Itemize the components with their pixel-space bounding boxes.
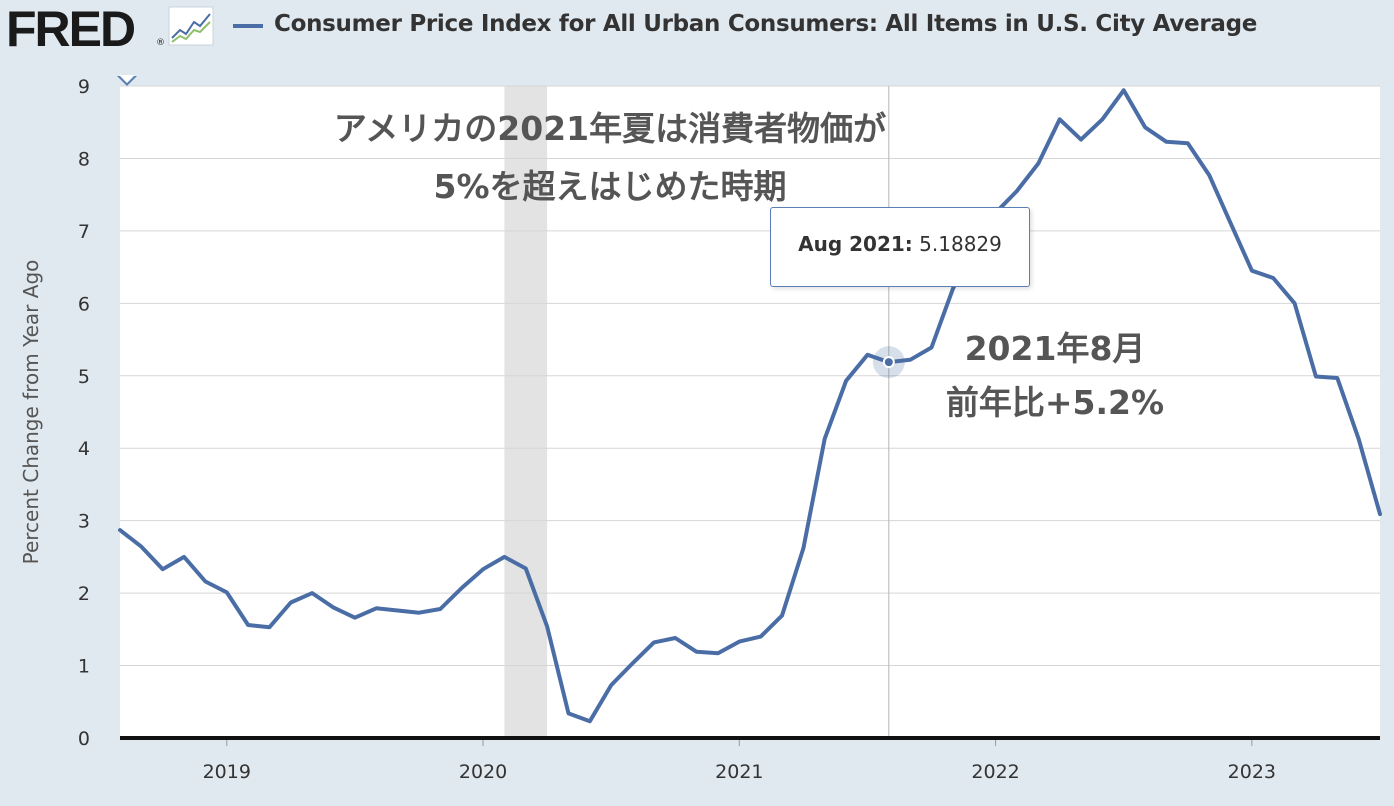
y-axis-label: Percent Change from Year Ago bbox=[19, 260, 43, 565]
chart-title[interactable]: Consumer Price Index for All Urban Consu… bbox=[274, 11, 1258, 37]
tooltip-text: Aug 2021: 5.18829 bbox=[771, 232, 1029, 256]
y-tick-label: 4 bbox=[78, 438, 90, 460]
y-tick-label: 1 bbox=[78, 656, 90, 678]
chart-header: FRED ® Consumer Price Index for All Urba… bbox=[0, 0, 1394, 60]
tooltip-label: Aug 2021: bbox=[798, 232, 913, 256]
x-tick-label: 2022 bbox=[971, 761, 1019, 783]
recession-shading bbox=[504, 86, 548, 738]
y-tick-label: 6 bbox=[78, 293, 90, 315]
annotation-main-line1: アメリカの2021年夏は消費者物価が bbox=[333, 109, 887, 148]
y-tick-label: 9 bbox=[78, 76, 90, 98]
y-tick-label: 5 bbox=[78, 366, 90, 388]
y-tick-label: 0 bbox=[78, 728, 90, 750]
x-tick-label: 2020 bbox=[459, 761, 507, 783]
annotation-point-line2: 前年比+5.2% bbox=[945, 383, 1165, 422]
x-tick-label: 2023 bbox=[1228, 761, 1276, 783]
annotation-main-line2: 5%を超えはじめた時期 bbox=[433, 167, 787, 206]
x-tick-label: 2021 bbox=[715, 761, 763, 783]
line-graph-icon bbox=[168, 6, 214, 46]
legend-swatch bbox=[233, 24, 263, 28]
annotation-main: アメリカの2021年夏は消費者物価が 5%を超えはじめた時期 bbox=[305, 100, 915, 216]
tooltip-arrow-inner bbox=[119, 75, 135, 83]
annotation-point: 2021年8月 前年比+5.2% bbox=[930, 322, 1180, 430]
tooltip-value: 5.18829 bbox=[919, 232, 1002, 256]
y-tick-label: 3 bbox=[78, 511, 90, 533]
x-tick-label: 2019 bbox=[203, 761, 251, 783]
data-tooltip: Aug 2021: 5.18829 bbox=[770, 207, 1030, 287]
y-tick-label: 7 bbox=[78, 221, 90, 243]
fred-logo[interactable]: FRED bbox=[6, 1, 136, 57]
registered-mark: ® bbox=[156, 38, 165, 48]
series-line[interactable] bbox=[118, 88, 1382, 724]
plot-area bbox=[120, 86, 1380, 738]
y-tick-label: 8 bbox=[78, 148, 90, 170]
highlight-point[interactable] bbox=[882, 356, 895, 369]
annotation-point-line1: 2021年8月 bbox=[964, 329, 1146, 368]
y-tick-label: 2 bbox=[78, 583, 90, 605]
